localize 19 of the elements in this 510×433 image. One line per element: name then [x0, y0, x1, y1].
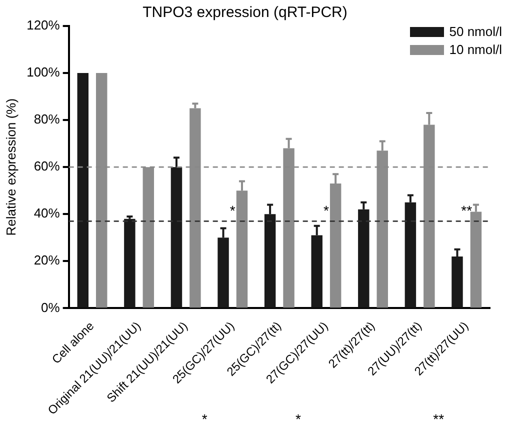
text: *	[295, 410, 302, 427]
text: **	[433, 410, 445, 427]
y-tick-label: 40%	[34, 206, 60, 221]
y-tick-label: 0%	[41, 300, 60, 315]
chart-title: TNPO3 expression (qRT-PCR)	[142, 4, 348, 22]
annotation: **	[461, 202, 473, 219]
y-tick-label: 80%	[34, 112, 60, 127]
y-tick-label: 20%	[34, 252, 60, 268]
y-tick-label: 60%	[34, 158, 60, 174]
y-tick-label: 100%	[26, 64, 60, 80]
annotation: *	[323, 202, 330, 219]
y-axis-title: Relative expression (%)	[3, 98, 18, 236]
annotation: *	[230, 202, 236, 219]
y-tick-label: 120%	[26, 18, 60, 33]
legend-label: 10 nmol/l	[449, 42, 502, 57]
bar	[124, 218, 136, 308]
legend-label: 50 nmol/l	[449, 24, 502, 39]
bar	[77, 73, 89, 308]
text: *	[202, 410, 208, 427]
